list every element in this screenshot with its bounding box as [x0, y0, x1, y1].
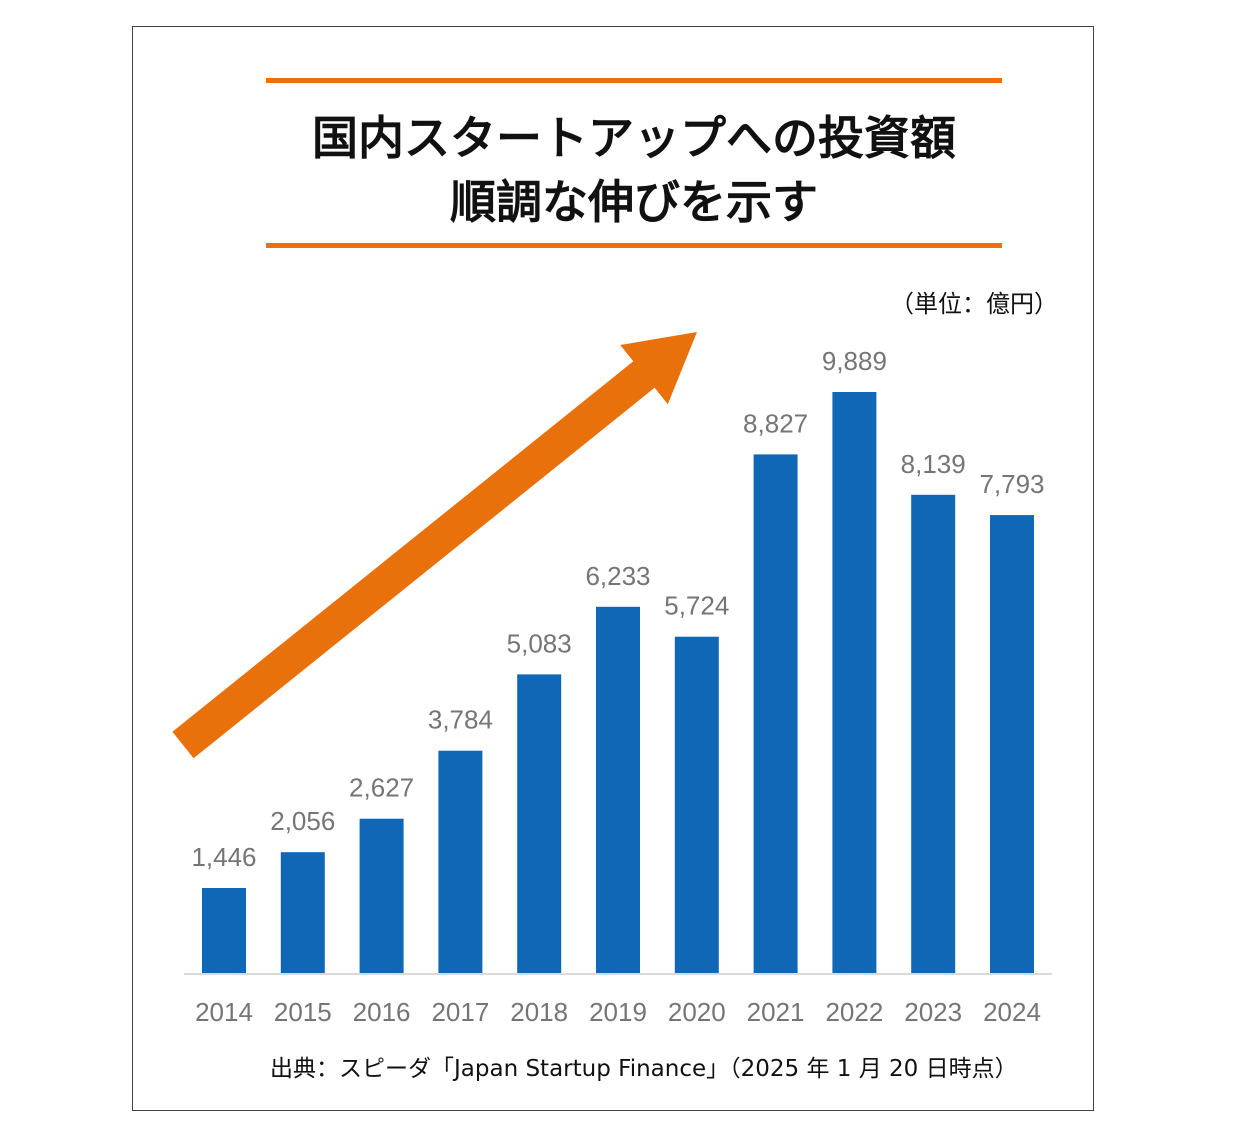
bar-2016: [359, 818, 404, 973]
bars: [202, 392, 1034, 973]
value-label-2020: 5,724: [664, 591, 729, 621]
source-note: 出典：スピーダ「Japan Startup Finance」（2025 年 1 …: [270, 1056, 1018, 1082]
tick-label-2015: 2015: [274, 997, 332, 1027]
value-label-2023: 8,139: [901, 449, 966, 479]
bar-2017: [438, 750, 483, 973]
bar-2021: [753, 454, 798, 973]
tick-label-2023: 2023: [904, 997, 962, 1027]
value-label-2019: 6,233: [585, 561, 650, 591]
value-label-2017: 3,784: [428, 705, 493, 735]
value-label-2024: 7,793: [979, 469, 1044, 499]
bar-2022: [832, 392, 877, 973]
trend-arrow-shape: [172, 332, 697, 759]
chart-title-line1: 国内スタートアップへの投資額: [312, 111, 956, 165]
bar-2018: [517, 674, 562, 973]
title-top-rule: [266, 78, 1002, 83]
title-bottom-rule: [266, 243, 1002, 248]
value-label-2018: 5,083: [507, 628, 572, 658]
tick-label-2019: 2019: [589, 997, 647, 1027]
value-label-2014: 1,446: [191, 842, 256, 872]
tick-label-2021: 2021: [747, 997, 805, 1027]
bar-2015: [280, 852, 325, 973]
unit-label: （単位：億円）: [890, 290, 1058, 318]
value-labels: 1,446 2,056 2,627 3,784 5,083 6,233 5,724 8,827…: [191, 346, 1044, 872]
bar-2019: [596, 606, 640, 973]
tick-label-2024: 2024: [983, 997, 1041, 1027]
value-label-2015: 2,056: [270, 806, 335, 836]
tick-label-2017: 2017: [431, 997, 489, 1027]
value-label-2021: 8,827: [743, 408, 808, 438]
tick-label-2022: 2022: [825, 997, 883, 1027]
tick-label-2016: 2016: [353, 997, 411, 1027]
bar-2020: [674, 636, 719, 973]
value-label-2016: 2,627: [349, 773, 414, 803]
value-label-2022: 9,889: [822, 346, 887, 376]
tick-label-2018: 2018: [510, 997, 568, 1027]
bar-2024: [990, 515, 1034, 973]
bar-2014: [202, 888, 246, 973]
tick-label-2014: 2014: [195, 997, 253, 1027]
bar-2023: [911, 494, 956, 973]
tick-label-2020: 2020: [668, 997, 726, 1027]
x-tick-labels: 2014 2015 2016 2017 2018 2019 2020 2021 2022 2023…: [195, 997, 1041, 1027]
trend-arrow: [172, 332, 697, 759]
chart-title-line2: 順調な伸びを示す: [450, 175, 818, 229]
